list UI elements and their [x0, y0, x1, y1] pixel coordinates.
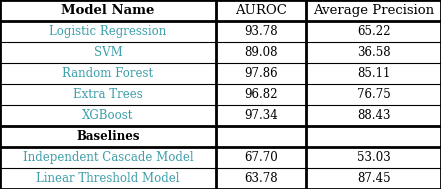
Text: 87.45: 87.45: [357, 172, 391, 185]
Text: Logistic Regression: Logistic Regression: [49, 25, 167, 38]
Text: Average Precision: Average Precision: [313, 4, 434, 17]
Text: XGBoost: XGBoost: [82, 109, 134, 122]
Text: 89.08: 89.08: [245, 46, 278, 59]
Text: 36.58: 36.58: [357, 46, 391, 59]
Text: 67.70: 67.70: [244, 151, 278, 164]
Text: Linear Threshold Model: Linear Threshold Model: [36, 172, 180, 185]
Text: 85.11: 85.11: [357, 67, 390, 80]
Text: 93.78: 93.78: [244, 25, 278, 38]
Text: Model Name: Model Name: [61, 4, 155, 17]
Text: Random Forest: Random Forest: [63, 67, 153, 80]
Text: SVM: SVM: [93, 46, 123, 59]
Text: 63.78: 63.78: [244, 172, 278, 185]
Text: 76.75: 76.75: [357, 88, 391, 101]
Text: 65.22: 65.22: [357, 25, 390, 38]
Text: Independent Cascade Model: Independent Cascade Model: [23, 151, 193, 164]
Text: 88.43: 88.43: [357, 109, 390, 122]
Text: AUROC: AUROC: [235, 4, 287, 17]
Text: 97.34: 97.34: [244, 109, 278, 122]
Text: 53.03: 53.03: [357, 151, 391, 164]
Text: Baselines: Baselines: [76, 130, 140, 143]
Text: Extra Trees: Extra Trees: [73, 88, 143, 101]
Text: 97.86: 97.86: [244, 67, 278, 80]
Text: 96.82: 96.82: [245, 88, 278, 101]
